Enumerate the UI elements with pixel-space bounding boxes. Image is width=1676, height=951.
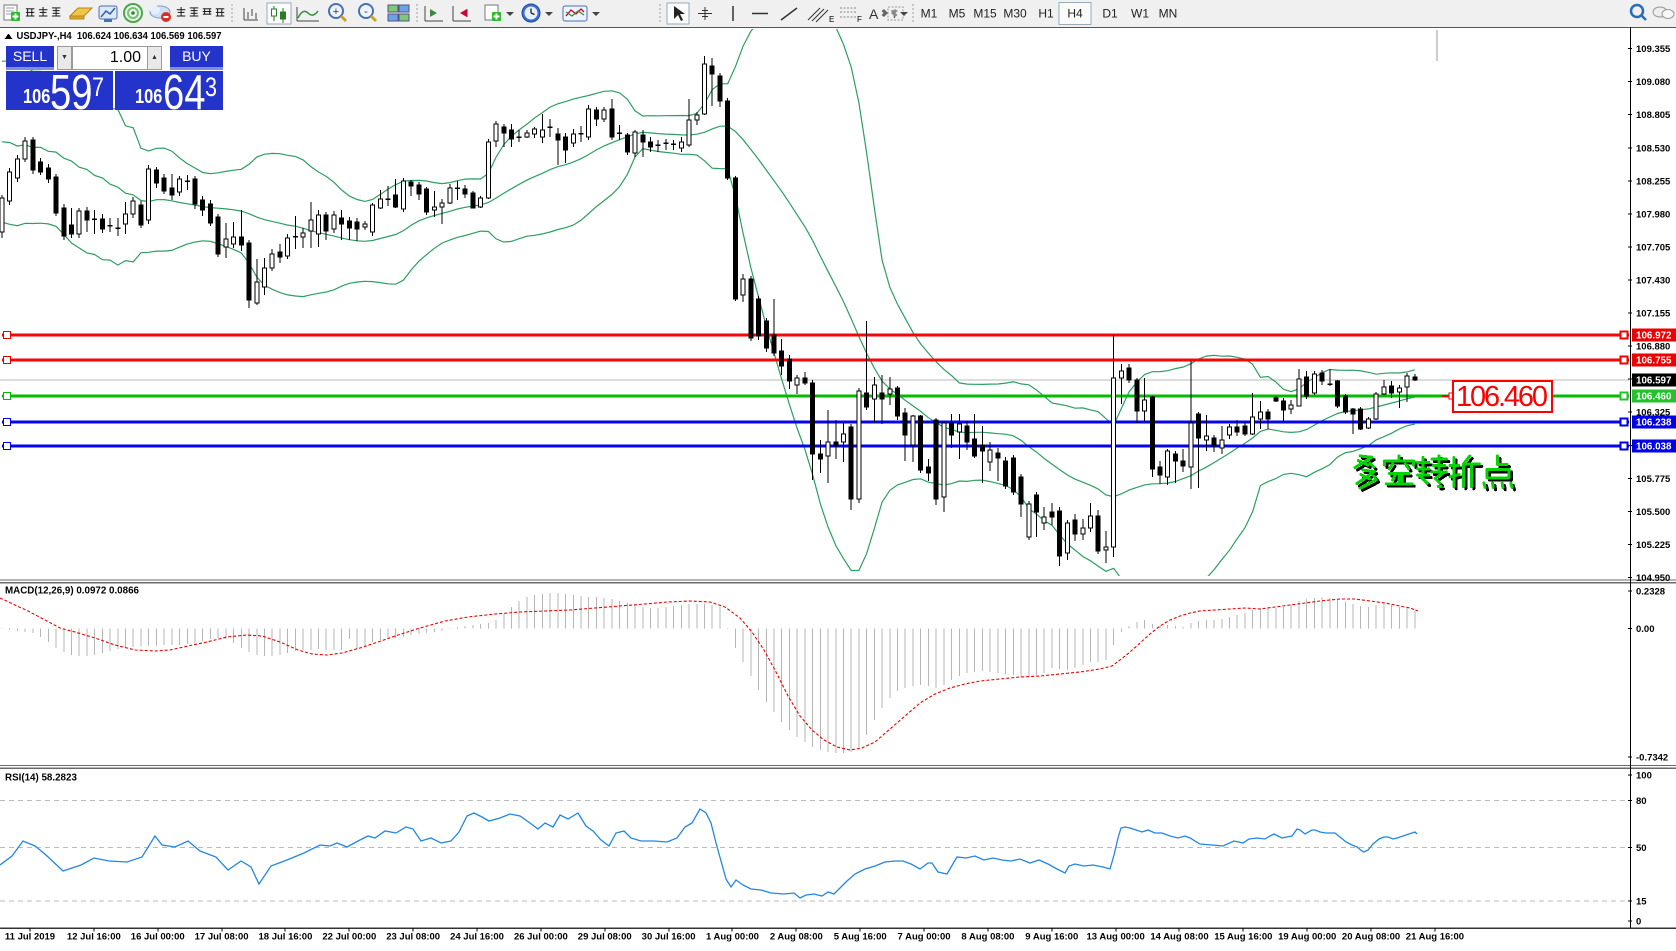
svg-text:0.2328: 0.2328 (1636, 587, 1665, 598)
svg-text:D1: D1 (1102, 7, 1118, 21)
svg-text:26 Jul 00:00: 26 Jul 00:00 (514, 932, 568, 943)
svg-text:106.038: 106.038 (1636, 442, 1672, 453)
svg-text:20 Aug 08:00: 20 Aug 08:00 (1342, 932, 1400, 943)
svg-text:106.880: 106.880 (1636, 342, 1670, 353)
svg-text:107.155: 107.155 (1636, 309, 1671, 320)
svg-text:30 Jul 16:00: 30 Jul 16:00 (642, 932, 696, 943)
svg-text:15 Aug 16:00: 15 Aug 16:00 (1214, 932, 1272, 943)
svg-text:-: - (364, 6, 368, 18)
svg-text:106.460: 106.460 (1456, 381, 1548, 413)
svg-text:107.980: 107.980 (1636, 209, 1670, 220)
svg-text:M30: M30 (1003, 7, 1027, 21)
svg-text:29 Jul 08:00: 29 Jul 08:00 (578, 932, 632, 943)
svg-text:M5: M5 (949, 7, 966, 21)
svg-text:108.255: 108.255 (1636, 176, 1671, 187)
svg-text:106.460: 106.460 (1636, 392, 1672, 403)
svg-text:109.080: 109.080 (1636, 77, 1670, 88)
svg-text:104.950: 104.950 (1636, 573, 1670, 584)
svg-text:8 Aug 08:00: 8 Aug 08:00 (961, 932, 1014, 943)
svg-text:MN: MN (1159, 7, 1178, 21)
svg-text:22 Jul 00:00: 22 Jul 00:00 (322, 932, 376, 943)
svg-text:19 Aug 00:00: 19 Aug 00:00 (1278, 932, 1336, 943)
svg-text:18 Jul 16:00: 18 Jul 16:00 (259, 932, 313, 943)
svg-text:14 Aug 08:00: 14 Aug 08:00 (1150, 932, 1208, 943)
svg-text:16 Jul 00:00: 16 Jul 00:00 (131, 932, 185, 943)
svg-text:108.805: 108.805 (1636, 110, 1671, 121)
svg-text:24 Jul 16:00: 24 Jul 16:00 (450, 932, 504, 943)
svg-text:15: 15 (1636, 897, 1647, 908)
svg-text:50: 50 (1636, 843, 1647, 854)
svg-text:17 Jul 08:00: 17 Jul 08:00 (195, 932, 249, 943)
svg-text:A: A (869, 6, 879, 22)
svg-text:107.705: 107.705 (1636, 242, 1671, 253)
svg-text:105.225: 105.225 (1636, 540, 1671, 551)
svg-text:106.325: 106.325 (1636, 408, 1671, 419)
svg-text:2 Aug 08:00: 2 Aug 08:00 (770, 932, 823, 943)
svg-text:0.00: 0.00 (1636, 624, 1655, 635)
svg-text:W1: W1 (1131, 7, 1149, 21)
svg-text:USDJPY-,H4 106.624 106.634 10: USDJPY-,H4 106.624 106.634 106.569 106.5… (17, 31, 222, 42)
svg-text:106.597: 106.597 (1636, 376, 1672, 387)
svg-text:F: F (857, 15, 862, 24)
svg-text:107.430: 107.430 (1636, 275, 1670, 286)
svg-text:80: 80 (1636, 796, 1647, 807)
svg-text:11 Jul 2019: 11 Jul 2019 (5, 932, 55, 943)
svg-text:106.238: 106.238 (1636, 418, 1672, 429)
svg-text:100: 100 (1636, 771, 1652, 782)
svg-text:9 Aug 16:00: 9 Aug 16:00 (1025, 932, 1078, 943)
svg-text:-0.7342: -0.7342 (1636, 753, 1668, 764)
svg-text:0: 0 (1636, 917, 1641, 928)
svg-text:H1: H1 (1038, 7, 1054, 21)
svg-text:1 Aug 00:00: 1 Aug 00:00 (706, 932, 759, 943)
svg-text:106.972: 106.972 (1636, 331, 1672, 342)
svg-text:M1: M1 (921, 7, 938, 21)
svg-text:H4: H4 (1067, 7, 1083, 21)
svg-text:12 Jul 16:00: 12 Jul 16:00 (67, 932, 121, 943)
svg-text:106.755: 106.755 (1636, 356, 1672, 367)
svg-text:21 Aug 16:00: 21 Aug 16:00 (1406, 932, 1464, 943)
svg-text:M15: M15 (973, 7, 997, 21)
svg-text:109.355: 109.355 (1636, 44, 1671, 55)
svg-text:MACD(12,26,9) 0.0972 0.0866: MACD(12,26,9) 0.0972 0.0866 (5, 586, 140, 597)
svg-text:5 Aug 16:00: 5 Aug 16:00 (834, 932, 887, 943)
svg-text:108.530: 108.530 (1636, 143, 1670, 154)
svg-text:105.500: 105.500 (1636, 507, 1670, 518)
svg-text:E: E (829, 15, 834, 24)
svg-text:RSI(14) 58.2823: RSI(14) 58.2823 (5, 773, 77, 784)
svg-text:7 Aug 00:00: 7 Aug 00:00 (898, 932, 951, 943)
svg-text:23 Jul 08:00: 23 Jul 08:00 (386, 932, 440, 943)
svg-text:13 Aug 00:00: 13 Aug 00:00 (1086, 932, 1144, 943)
svg-text:105.775: 105.775 (1636, 474, 1671, 485)
svg-text:+: + (333, 6, 339, 18)
